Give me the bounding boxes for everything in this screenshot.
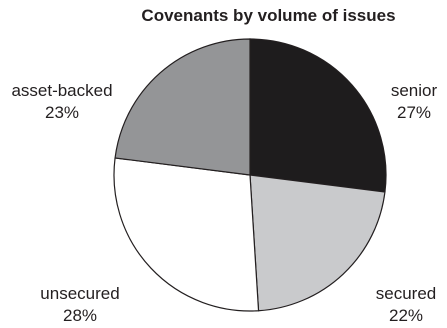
pie-slice-senior [249, 38, 387, 193]
slice-name-asset-backed: asset-backed [11, 81, 113, 100]
slice-label-senior: senior 27% [378, 80, 447, 124]
pie-slice-asset-backed [114, 38, 251, 176]
slice-value-secured: 22% [388, 306, 424, 325]
pie-slice-unsecured [113, 157, 260, 312]
slice-name-unsecured: unsecured [40, 284, 120, 303]
slice-name-secured: secured [375, 284, 437, 303]
slice-value-senior: 27% [396, 103, 432, 122]
slice-label-asset-backed: asset-backed 23% [2, 80, 122, 124]
slice-label-unsecured: unsecured 28% [22, 283, 138, 327]
slice-value-asset-backed: 23% [44, 103, 80, 122]
slice-label-secured: secured 22% [368, 283, 444, 327]
chart-title: Covenants by volume of issues [141, 6, 396, 25]
pie-slice-secured [249, 174, 386, 312]
slice-value-unsecured: 28% [62, 306, 98, 325]
slice-name-senior: senior [390, 81, 438, 100]
